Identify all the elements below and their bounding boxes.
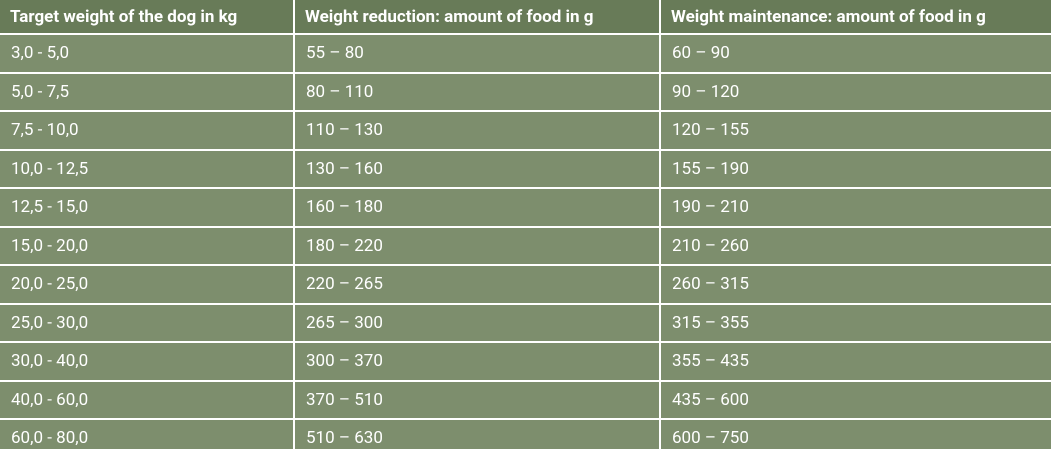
table-cell: 40,0 - 60,0 xyxy=(0,381,293,418)
table-cell: 15,0 - 20,0 xyxy=(0,227,293,264)
table-cell: 130 – 160 xyxy=(295,150,659,187)
column-header: Weight maintenance: amount of food in g xyxy=(661,0,1051,33)
table-cell: 190 – 210 xyxy=(661,189,1051,226)
table-cell: 110 – 130 xyxy=(295,112,659,149)
table-cell: 315 – 355 xyxy=(661,304,1051,341)
table-cell: 180 – 220 xyxy=(295,227,659,264)
table-cell: 60,0 - 80,0 xyxy=(0,420,293,449)
table-cell: 7,5 - 10,0 xyxy=(0,112,293,149)
table-cell: 600 – 750 xyxy=(661,420,1051,449)
table-cell: 435 – 600 xyxy=(661,381,1051,418)
table-cell: 80 – 110 xyxy=(295,73,659,110)
table-cell: 12,5 - 15,0 xyxy=(0,189,293,226)
table-cell: 10,0 - 12,5 xyxy=(0,150,293,187)
table-cell: 25,0 - 30,0 xyxy=(0,304,293,341)
table-cell: 355 – 435 xyxy=(661,343,1051,380)
table-cell: 510 – 630 xyxy=(295,420,659,449)
table-cell: 220 – 265 xyxy=(295,266,659,303)
table-cell: 3,0 - 5,0 xyxy=(0,35,293,72)
table-cell: 55 – 80 xyxy=(295,35,659,72)
table-cell: 30,0 - 40,0 xyxy=(0,343,293,380)
table-cell: 20,0 - 25,0 xyxy=(0,266,293,303)
table-cell: 5,0 - 7,5 xyxy=(0,73,293,110)
table-cell: 160 – 180 xyxy=(295,189,659,226)
table-cell: 370 – 510 xyxy=(295,381,659,418)
table-cell: 90 – 120 xyxy=(661,73,1051,110)
table-cell: 120 – 155 xyxy=(661,112,1051,149)
table-cell: 210 – 260 xyxy=(661,227,1051,264)
table-cell: 155 – 190 xyxy=(661,150,1051,187)
table-cell: 265 – 300 xyxy=(295,304,659,341)
table-cell: 300 – 370 xyxy=(295,343,659,380)
column-header: Target weight of the dog in kg xyxy=(0,0,293,33)
column-header: Weight reduction: amount of food in g xyxy=(295,0,659,33)
table-cell: 60 – 90 xyxy=(661,35,1051,72)
table-cell: 260 – 315 xyxy=(661,266,1051,303)
